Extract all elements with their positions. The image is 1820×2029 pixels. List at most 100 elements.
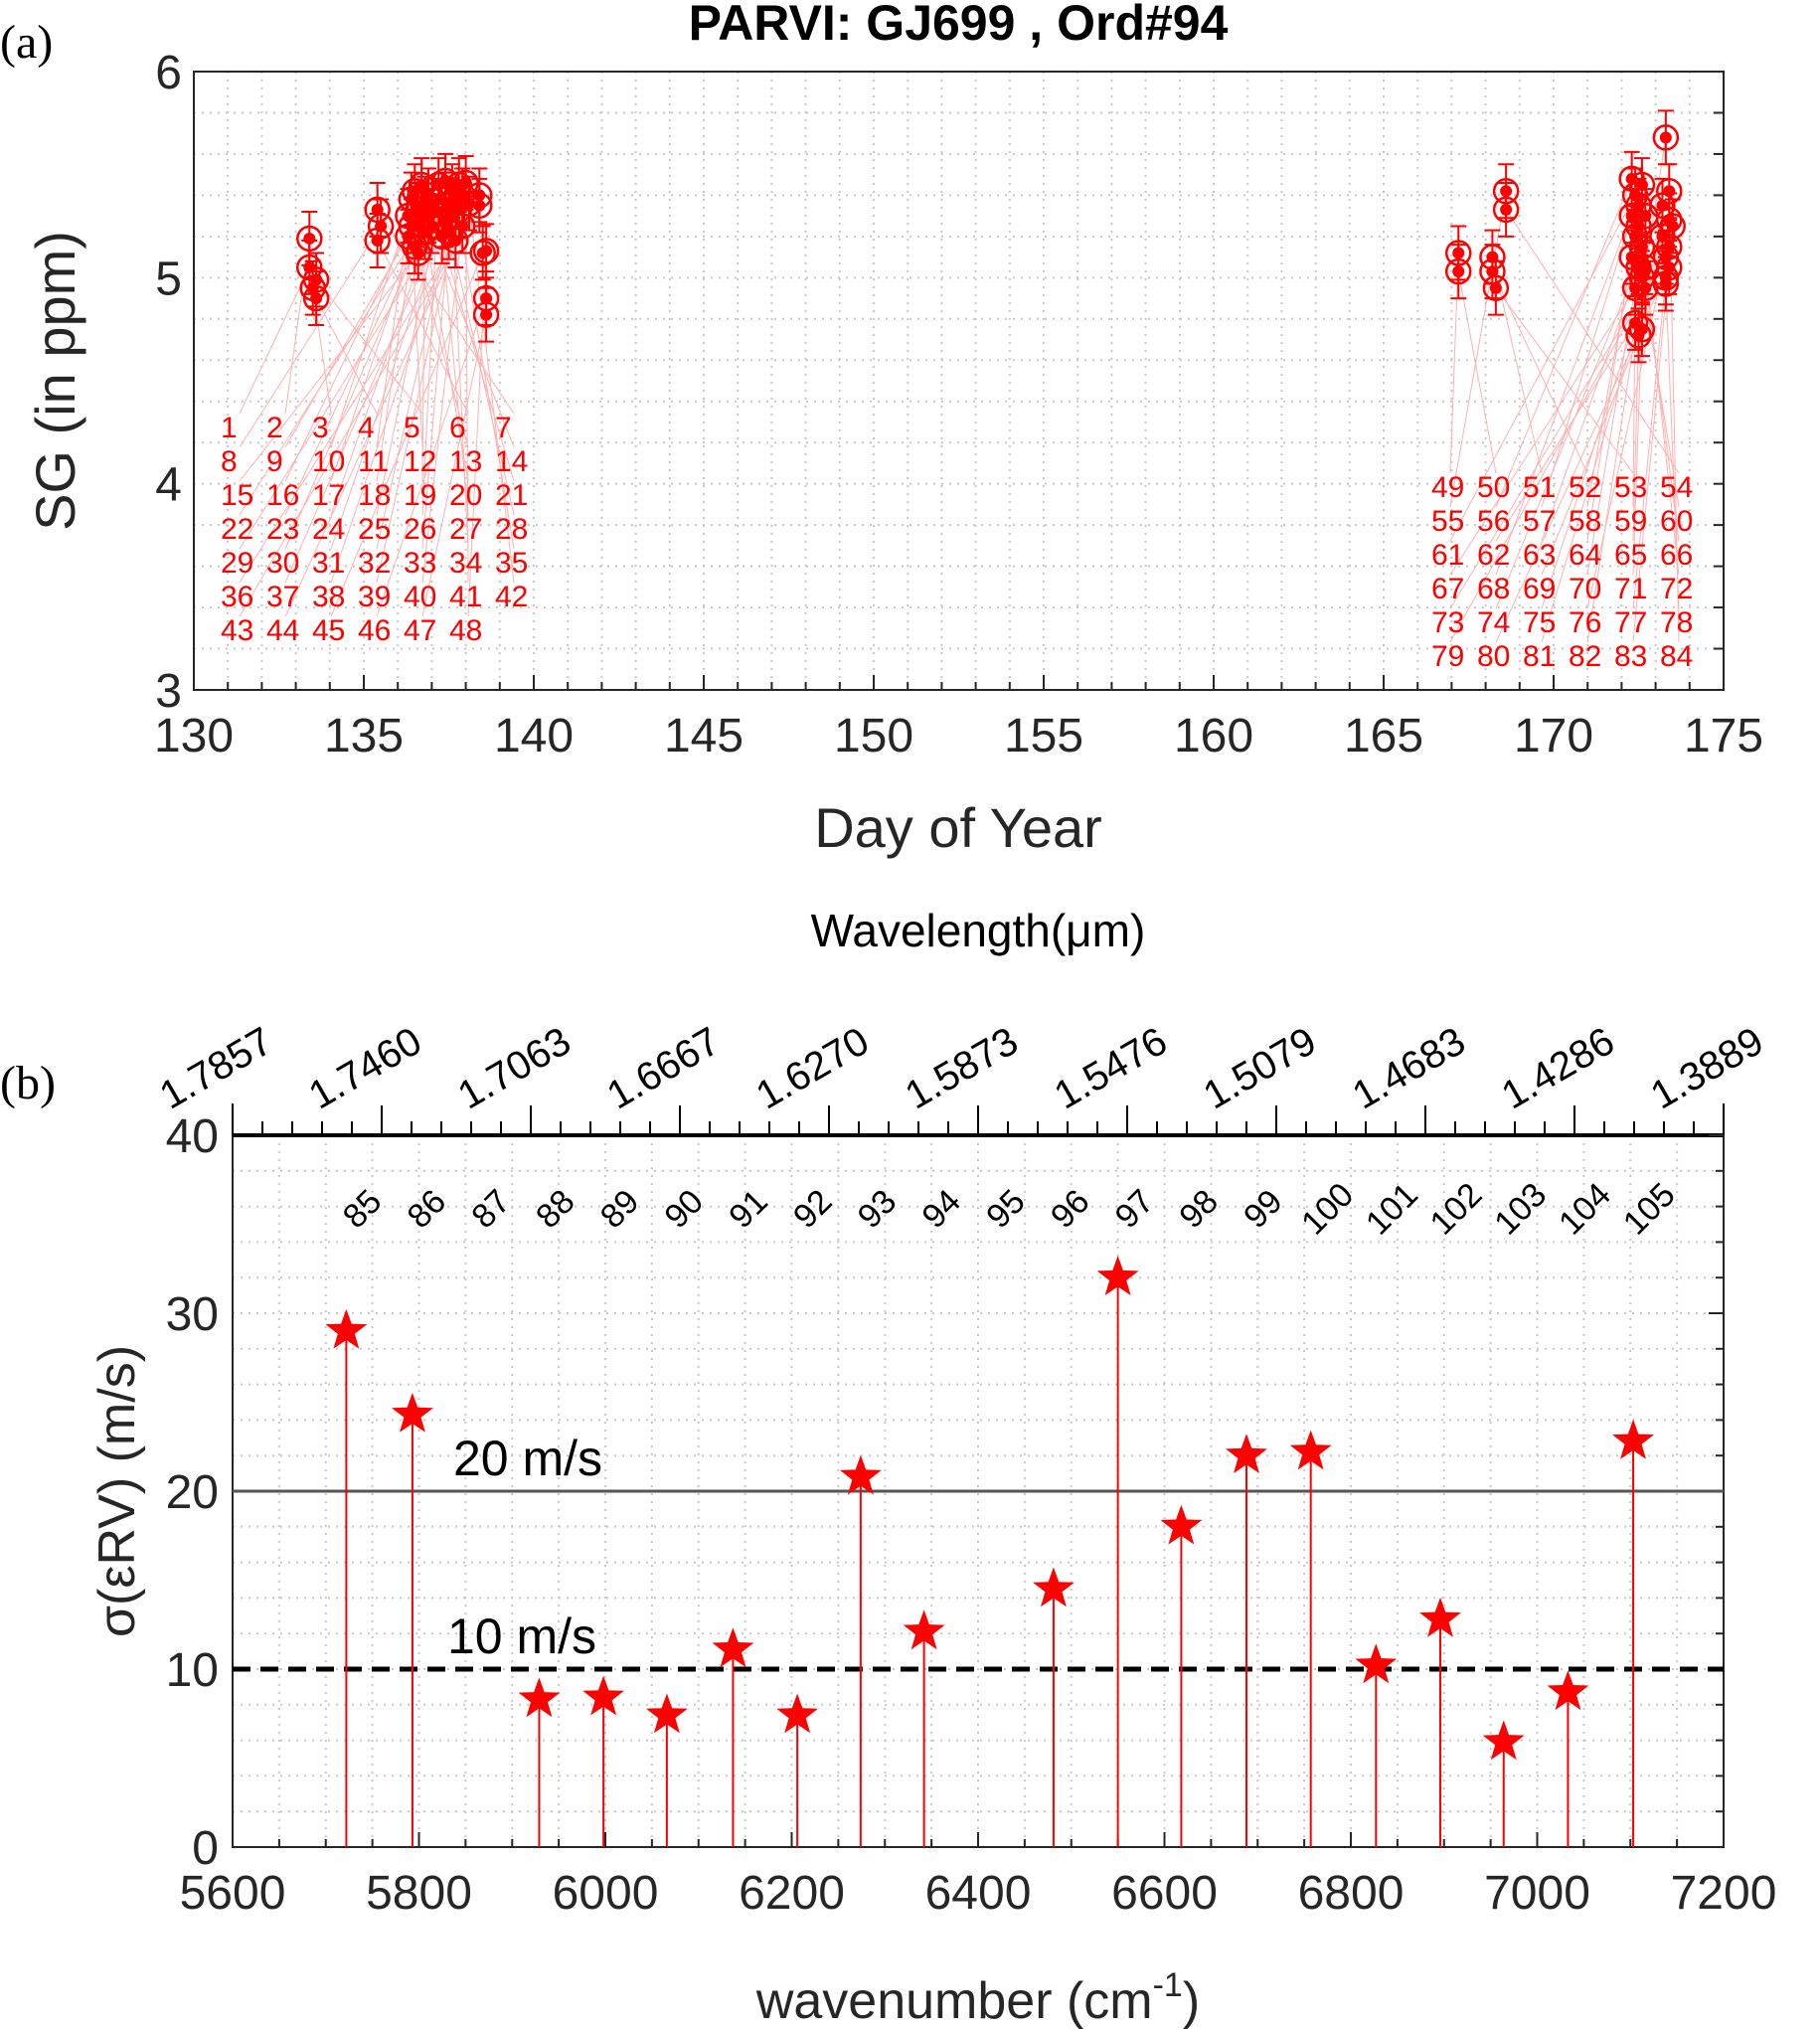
chart-b-top-axis-label: Wavelength(μm) (811, 905, 1146, 956)
chart-b-xlabel: wavenumber (cm-1) (755, 1966, 1200, 2029)
x-tick-label: 175 (1684, 710, 1763, 762)
data-point (367, 198, 395, 254)
x-tick-label: 160 (1174, 710, 1253, 762)
x-tick-label: 6600 (1111, 1867, 1218, 1920)
point-label: 65 (1614, 539, 1647, 572)
label-leader-line (330, 215, 409, 448)
x-tick-label: 145 (664, 710, 744, 762)
point-label: 52 (1569, 471, 1601, 504)
label-leader-line (239, 240, 456, 584)
point-label: 25 (358, 513, 391, 546)
point-label: 16 (266, 479, 299, 512)
data-point (1659, 198, 1686, 254)
point-dot (1500, 185, 1513, 198)
order-label: 87 (464, 1182, 518, 1236)
label-leader-line (1457, 271, 1497, 474)
order-label: 102 (1423, 1176, 1490, 1243)
label-leader-line (1632, 335, 1639, 542)
stem-point (776, 1693, 818, 1847)
label-leader-line (1541, 215, 1633, 508)
label-leader-line (1586, 247, 1643, 576)
label-leader-line (1449, 287, 1646, 609)
point-dot (1635, 179, 1648, 192)
x-tick-label: 7200 (1671, 1867, 1777, 1920)
point-dot (1635, 323, 1648, 336)
order-label: 91 (722, 1182, 775, 1236)
panel-a-label: (a) (0, 16, 53, 69)
data-point (1652, 109, 1680, 166)
label-leader-line (376, 232, 449, 550)
chart-a-xlabel: Day of Year (814, 796, 1102, 859)
stem-point (1612, 1419, 1654, 1847)
order-label: 99 (1237, 1182, 1290, 1236)
order-label: 105 (1616, 1176, 1683, 1243)
point-label: 38 (312, 581, 345, 613)
y-tick-label: 3 (155, 665, 182, 718)
point-label: 56 (1477, 505, 1510, 538)
data-point (466, 167, 493, 224)
point-dot (1663, 185, 1676, 198)
point-label: 50 (1477, 471, 1510, 504)
x-tick-label: 5600 (180, 1867, 286, 1920)
label-leader-line (284, 195, 480, 617)
data-point (1492, 163, 1520, 220)
label-leader-line (239, 226, 382, 448)
label-leader-line (315, 279, 423, 415)
point-label: 20 (449, 479, 482, 512)
top-tick-label: 1.5873 (899, 1019, 1026, 1117)
point-dot (310, 273, 323, 286)
top-tick-label: 1.5476 (1048, 1019, 1175, 1117)
data-point (1632, 259, 1659, 316)
x-tick-label: 155 (1004, 710, 1083, 762)
point-ring (302, 266, 330, 293)
label-leader-line (330, 205, 449, 550)
point-dot (303, 232, 316, 245)
star-marker (1096, 1256, 1139, 1295)
point-dot (1489, 281, 1502, 294)
label-leader-line (284, 209, 419, 482)
data-point (302, 252, 330, 308)
point-label: 2 (266, 412, 283, 444)
plot-frame-a (193, 71, 1725, 691)
point-label: 55 (1431, 505, 1464, 538)
point-label: 42 (495, 581, 528, 613)
point-label: 75 (1523, 606, 1556, 639)
point-label: 47 (404, 614, 436, 647)
x-tick-label: 140 (494, 710, 574, 762)
point-label: 23 (266, 513, 299, 546)
stem-point (1160, 1504, 1203, 1847)
point-label: 27 (449, 513, 482, 546)
point-label: 24 (312, 513, 345, 546)
label-leader-line (1495, 322, 1636, 542)
label-leader-line (377, 209, 515, 415)
point-label: 71 (1614, 573, 1647, 605)
order-label: 103 (1487, 1176, 1554, 1243)
point-ring (1482, 274, 1510, 301)
point-label: 62 (1477, 539, 1510, 572)
star-marker (1612, 1419, 1654, 1459)
point-label: 79 (1431, 640, 1464, 673)
top-tick-label: 1.6667 (600, 1019, 728, 1117)
top-tick-label: 1.6270 (749, 1019, 877, 1117)
point-label: 37 (266, 581, 299, 613)
x-tick-label: 135 (324, 710, 404, 762)
star-marker (582, 1675, 624, 1716)
point-label: 78 (1660, 606, 1693, 639)
point-label: 59 (1614, 505, 1647, 538)
data-point (1444, 244, 1472, 300)
point-label: 30 (266, 547, 299, 580)
point-ring (1632, 274, 1659, 301)
y-tick-label: 30 (166, 1288, 219, 1341)
point-label: 7 (495, 412, 512, 444)
data-point (1628, 157, 1656, 213)
point-dot (1452, 265, 1465, 278)
point-ring (472, 301, 500, 328)
order-label: 89 (593, 1182, 647, 1236)
top-tick-label: 1.7857 (153, 1019, 280, 1117)
label-leader-line (1491, 256, 1543, 474)
panel-b-label: (b) (0, 1057, 56, 1109)
point-label: 3 (312, 412, 329, 444)
point-label: 57 (1523, 505, 1556, 538)
point-dot (473, 189, 486, 202)
stem-point (1419, 1597, 1461, 1847)
